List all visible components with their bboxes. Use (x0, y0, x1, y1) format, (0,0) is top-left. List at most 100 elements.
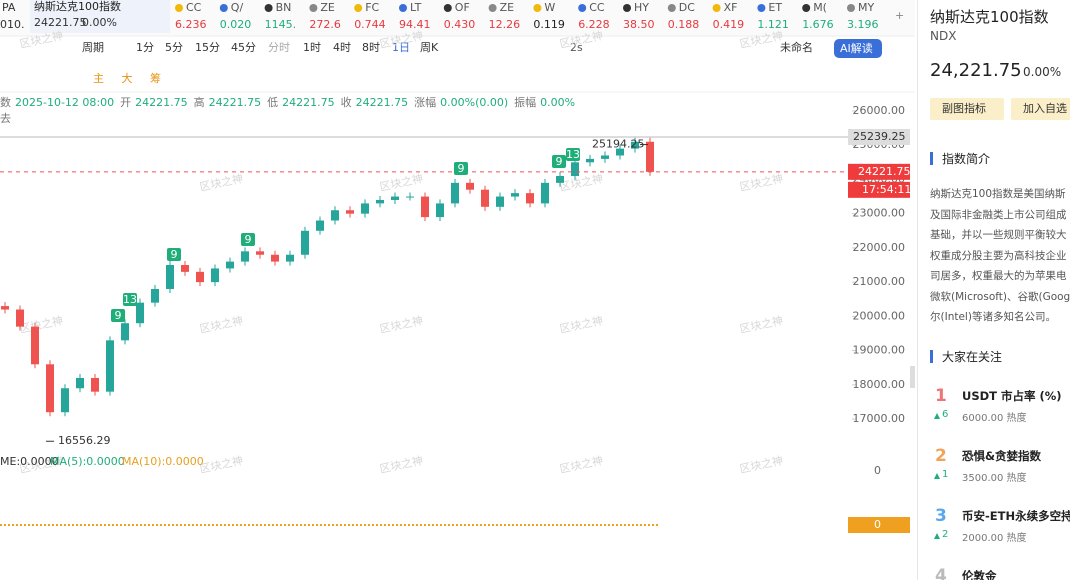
candle (376, 199, 384, 204)
add-ticker[interactable]: + (895, 9, 904, 22)
last-price-bg (848, 163, 910, 180)
candle (91, 377, 99, 392)
candle (361, 203, 369, 214)
ticker-value: 38.50 (623, 18, 655, 31)
ticker-code: FC (365, 1, 379, 14)
ticker-value: 6.236 (175, 18, 207, 31)
ticker-value: 0.430 (444, 18, 476, 31)
signal-label: 9 (458, 162, 465, 175)
ticker-value: 94.41 (399, 18, 431, 31)
watch-name[interactable]: 币安-ETH永续多空持 (962, 509, 1070, 523)
info-line2: 去 (0, 112, 11, 125)
side-panel: 纳斯达克100指数 NDX 24,221.75 0.00% 副图指标 加入自选 指数简介 纳斯… (917, 0, 1070, 580)
info-label: 振幅 (514, 95, 536, 109)
layout-name[interactable]: 未命名 (780, 40, 813, 54)
chart-area: + PA010.纳斯达克100指数24221.750.00%CC6.236Q/0… (0, 0, 915, 533)
ticker-value: 1145. (265, 18, 297, 31)
ticker-code: CC (186, 1, 202, 14)
ai-button-bg (834, 39, 882, 58)
watch-marker (930, 350, 933, 363)
high-tag: 25239.25 (853, 130, 906, 143)
candle (421, 196, 429, 218)
candle (331, 210, 339, 221)
candle (256, 251, 264, 255)
y-tick-label: 23000.00 (853, 207, 906, 220)
watch-rank: 1 (935, 386, 947, 406)
candle (496, 196, 504, 207)
candle (46, 364, 54, 413)
candle (136, 302, 144, 324)
info-label: 涨幅 (414, 96, 436, 109)
ticker-value: 12.26 (489, 18, 520, 31)
candle (391, 196, 399, 200)
candle (211, 268, 219, 283)
side-button[interactable]: 副图指标 (930, 98, 1004, 120)
sub-volume: ME:0.0000 (0, 455, 59, 468)
watch-name[interactable]: 恐惧&贪婪指数 (962, 449, 1042, 463)
info-value: 24221.75 (282, 96, 335, 109)
info-value: 0.00% (540, 96, 575, 109)
period-option[interactable]: 4时 (333, 41, 351, 54)
period-option[interactable]: 1分 (136, 41, 154, 54)
side-price: 24,221.75 (930, 60, 1022, 81)
signal-label: 13 (123, 293, 137, 306)
candle (466, 182, 474, 190)
candle (106, 340, 114, 392)
signal-badge (241, 233, 255, 246)
indicator-tab[interactable]: 大 (122, 71, 133, 85)
side-button[interactable]: 加入自选 (1011, 98, 1070, 120)
info-value: 24221.75 (356, 96, 409, 109)
period-option[interactable]: 1日 (392, 41, 410, 54)
ticker-value: 0.744 (354, 18, 386, 31)
ticker-code: M( (813, 1, 827, 14)
collapse-handle[interactable] (910, 366, 915, 388)
candle (241, 251, 249, 262)
candle (76, 377, 84, 389)
intro-line: 尔(Intel)等诸多知名公司。 (930, 311, 1056, 323)
period-option[interactable]: 8时 (362, 41, 380, 54)
side-symbol: NDX (930, 29, 957, 43)
period-option[interactable]: 45分 (231, 41, 256, 54)
watermark: 区块之神 (738, 313, 784, 336)
high-label: 25194.25 (592, 138, 645, 151)
indicator-tab[interactable]: 筹 (150, 71, 161, 85)
watch-name[interactable]: USDT 市占率 (%) (962, 389, 1062, 403)
candle (1, 306, 9, 310)
info-label: 低 (267, 96, 278, 109)
period-option[interactable]: 周K (420, 41, 439, 54)
candle (646, 141, 654, 172)
signal-badge (552, 155, 566, 168)
candle (571, 162, 579, 177)
y-tick-label: 21000.00 (853, 275, 906, 288)
period-option[interactable]: 分时 (268, 41, 290, 54)
signal-label: 9 (115, 309, 122, 322)
watch-title: 大家在关注 (942, 350, 1003, 364)
watch-heat: 6000.00 热度 (962, 413, 1027, 424)
indicator-tab[interactable]: 主 (93, 72, 104, 85)
ticker-code: ET (768, 1, 782, 14)
period-option[interactable]: 1时 (303, 41, 321, 54)
watch-name[interactable]: 伦敦金 (962, 569, 997, 580)
watch-delta: 2 (942, 529, 949, 540)
ai-button[interactable]: AI解读 (840, 41, 873, 55)
watermark: 区块之神 (18, 313, 64, 336)
ticker-name: 纳斯达克100指数 (34, 0, 121, 13)
sub-tag-bg (848, 517, 910, 533)
signal-badge (123, 293, 137, 306)
ticker-value: 1.676 (802, 18, 834, 31)
watermark: 区块之神 (378, 453, 424, 476)
signal-label: 9 (171, 248, 178, 261)
watch-arrow (934, 473, 940, 479)
side-title: 纳斯达克100指数 (930, 8, 1049, 26)
intro-line: 及国际非金融类上市公司组成 (930, 208, 1067, 221)
candle (526, 193, 534, 204)
last-price-tag: 24221.75 (858, 165, 911, 178)
ticker-code: Q/ (231, 1, 244, 14)
period-option[interactable]: 15分 (195, 41, 220, 54)
refresh-rate[interactable]: 2s (570, 41, 583, 54)
ticker-code: MY (858, 1, 874, 14)
candle (586, 158, 594, 163)
ticker-icon (488, 4, 497, 12)
period-option[interactable]: 5分 (165, 41, 183, 54)
